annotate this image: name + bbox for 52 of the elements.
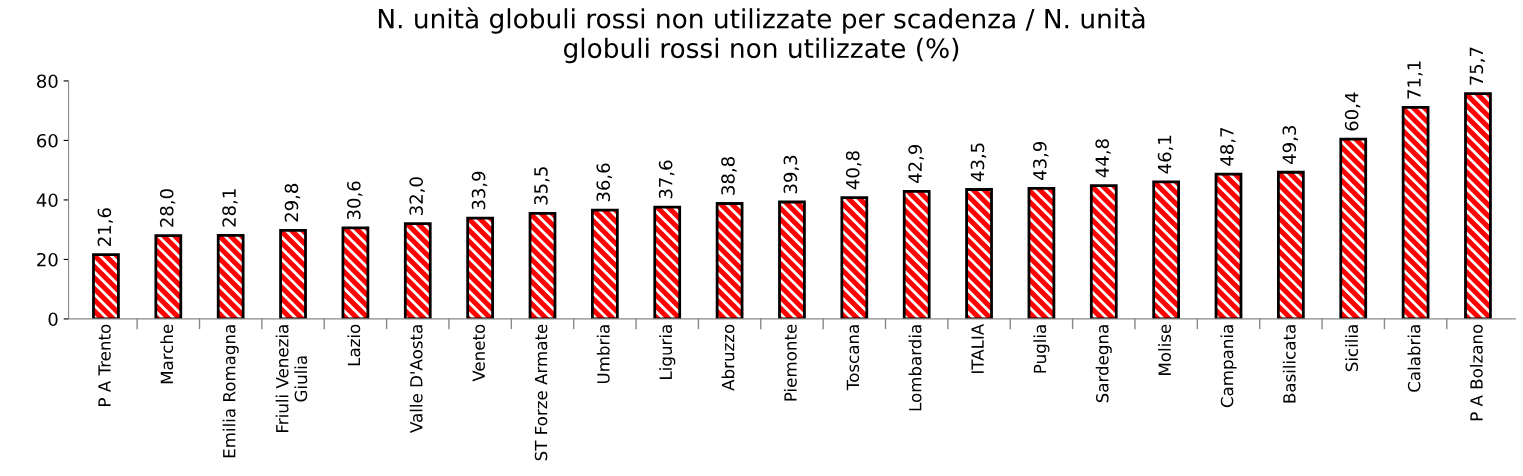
data-label: 39,3: [783, 155, 800, 194]
data-label: 38,8: [721, 157, 737, 195]
x-tick-label: Calabria: [1407, 325, 1421, 392]
data-label: 71,1: [1407, 61, 1423, 99]
x-tick-label: Veneto: [472, 324, 485, 382]
x-tick-label: Emilia Romagna: [222, 325, 239, 458]
data-label: 29,8: [284, 183, 301, 222]
x-tick-label: Valle D'Aosta: [409, 325, 423, 433]
x-tick-label: Lazio: [347, 324, 361, 366]
y-tick-label: 60: [37, 133, 58, 148]
x-tick-label: P A Trento: [98, 324, 111, 406]
data-label: 28,0: [159, 189, 176, 227]
x-tick-label: Campania: [1220, 325, 1237, 408]
x-tick-label: Liguria: [659, 325, 676, 379]
x-tick-label: ITALIA: [971, 323, 984, 373]
data-label: 32,0: [409, 177, 425, 215]
data-label: 49,3: [1282, 126, 1298, 164]
y-tick-label: 80: [37, 74, 58, 89]
data-label: 43,5: [970, 143, 987, 182]
y-tick-label: 20: [37, 252, 58, 267]
x-tick-label: Basilicata: [1282, 325, 1296, 403]
data-label: 60,4: [1344, 92, 1361, 131]
data-label: 37,6: [658, 160, 675, 199]
x-tick-label: Sardegna: [1095, 325, 1112, 403]
x-tick-label: P A Bolzano: [1469, 324, 1483, 421]
x-tick-label: ST Forze Armate: [534, 324, 548, 461]
x-tick-label: Piemonte: [783, 324, 797, 401]
x-tick-label: Umbria: [596, 325, 610, 384]
x-tick-label: Friuli Venezia Giulia: [275, 325, 308, 432]
data-label: 36,6: [596, 163, 612, 202]
data-label: 30,6: [346, 181, 363, 220]
data-label: 46,1: [1157, 135, 1174, 174]
x-tick-label: Toscana: [846, 325, 860, 391]
chart-title: N. unità globuli rossi non utilizzate per scadenza / N. unità globuli rossi non utilizzate (%): [378, 7, 1145, 64]
data-label: 42,9: [908, 144, 924, 183]
x-tick-label: Abruzzo: [721, 324, 735, 391]
x-tick-label: Puglia: [1033, 325, 1050, 373]
data-label: 21,6: [97, 208, 114, 246]
data-label: 28,1: [222, 189, 238, 227]
data-label: 75,7: [1469, 47, 1486, 85]
data-label: 44,8: [1095, 139, 1111, 178]
data-label: 33,9: [471, 171, 488, 210]
x-tick-label: Sicilia: [1345, 325, 1359, 372]
x-tick-label: Lombardia: [908, 325, 922, 411]
data-label: 48,7: [1220, 127, 1236, 166]
data-label: 35,5: [534, 167, 550, 205]
data-label: 43,9: [1033, 141, 1049, 180]
data-label: 40,8: [845, 151, 862, 190]
y-tick-label: 40: [36, 193, 58, 208]
x-tick-label: Marche: [160, 324, 174, 384]
x-tick-label: Molise: [1158, 324, 1171, 375]
y-tick-label: 0: [48, 312, 58, 327]
